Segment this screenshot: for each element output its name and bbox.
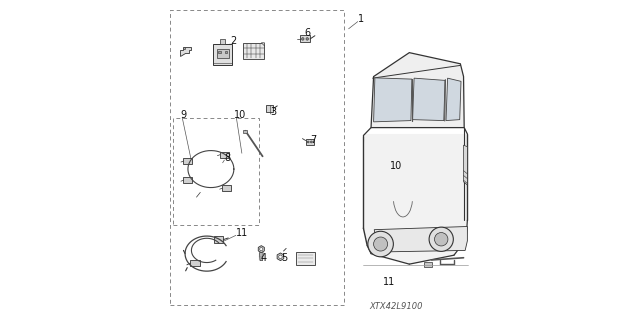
Polygon shape [190, 260, 200, 266]
Polygon shape [220, 40, 225, 44]
Polygon shape [424, 262, 431, 267]
Bar [173, 118, 259, 225]
Text: 4: 4 [261, 253, 267, 263]
Polygon shape [277, 253, 284, 261]
Text: 2: 2 [230, 36, 236, 47]
Text: 11: 11 [383, 277, 396, 287]
Text: 11: 11 [236, 228, 248, 238]
Polygon shape [446, 78, 461, 121]
Polygon shape [306, 139, 314, 145]
Bar [225, 51, 227, 53]
Bar [243, 130, 247, 133]
Polygon shape [300, 35, 310, 42]
Circle shape [184, 48, 186, 50]
Polygon shape [374, 226, 467, 252]
Text: 10: 10 [234, 110, 246, 120]
Text: 6: 6 [304, 28, 310, 39]
Polygon shape [220, 152, 229, 158]
Polygon shape [266, 105, 273, 112]
Circle shape [429, 227, 453, 251]
Polygon shape [217, 48, 228, 58]
Polygon shape [214, 236, 223, 243]
Polygon shape [184, 158, 193, 164]
Polygon shape [371, 53, 464, 128]
Text: 7: 7 [310, 135, 317, 145]
Polygon shape [184, 177, 193, 183]
Text: 1: 1 [358, 14, 364, 24]
Polygon shape [222, 185, 231, 191]
Circle shape [260, 248, 263, 251]
Text: 8: 8 [224, 153, 230, 163]
Polygon shape [374, 78, 412, 122]
Polygon shape [214, 44, 232, 64]
Polygon shape [180, 47, 191, 56]
Text: 10: 10 [390, 161, 403, 171]
Text: 9: 9 [180, 110, 186, 120]
Text: 5: 5 [281, 253, 287, 263]
Bar [170, 10, 344, 305]
Text: XTX42L9100: XTX42L9100 [370, 302, 423, 311]
Text: 3: 3 [271, 107, 276, 117]
Polygon shape [259, 246, 264, 253]
Polygon shape [363, 134, 467, 265]
Circle shape [306, 38, 308, 40]
Circle shape [279, 255, 282, 258]
Polygon shape [463, 145, 467, 185]
Polygon shape [413, 78, 445, 121]
Circle shape [435, 233, 448, 246]
Polygon shape [261, 43, 264, 46]
Circle shape [368, 231, 394, 257]
Polygon shape [243, 43, 264, 59]
Polygon shape [259, 253, 263, 261]
Polygon shape [296, 252, 315, 265]
Circle shape [374, 237, 388, 251]
Circle shape [307, 141, 309, 143]
Circle shape [310, 141, 312, 143]
Bar [218, 51, 221, 53]
Circle shape [301, 38, 304, 40]
